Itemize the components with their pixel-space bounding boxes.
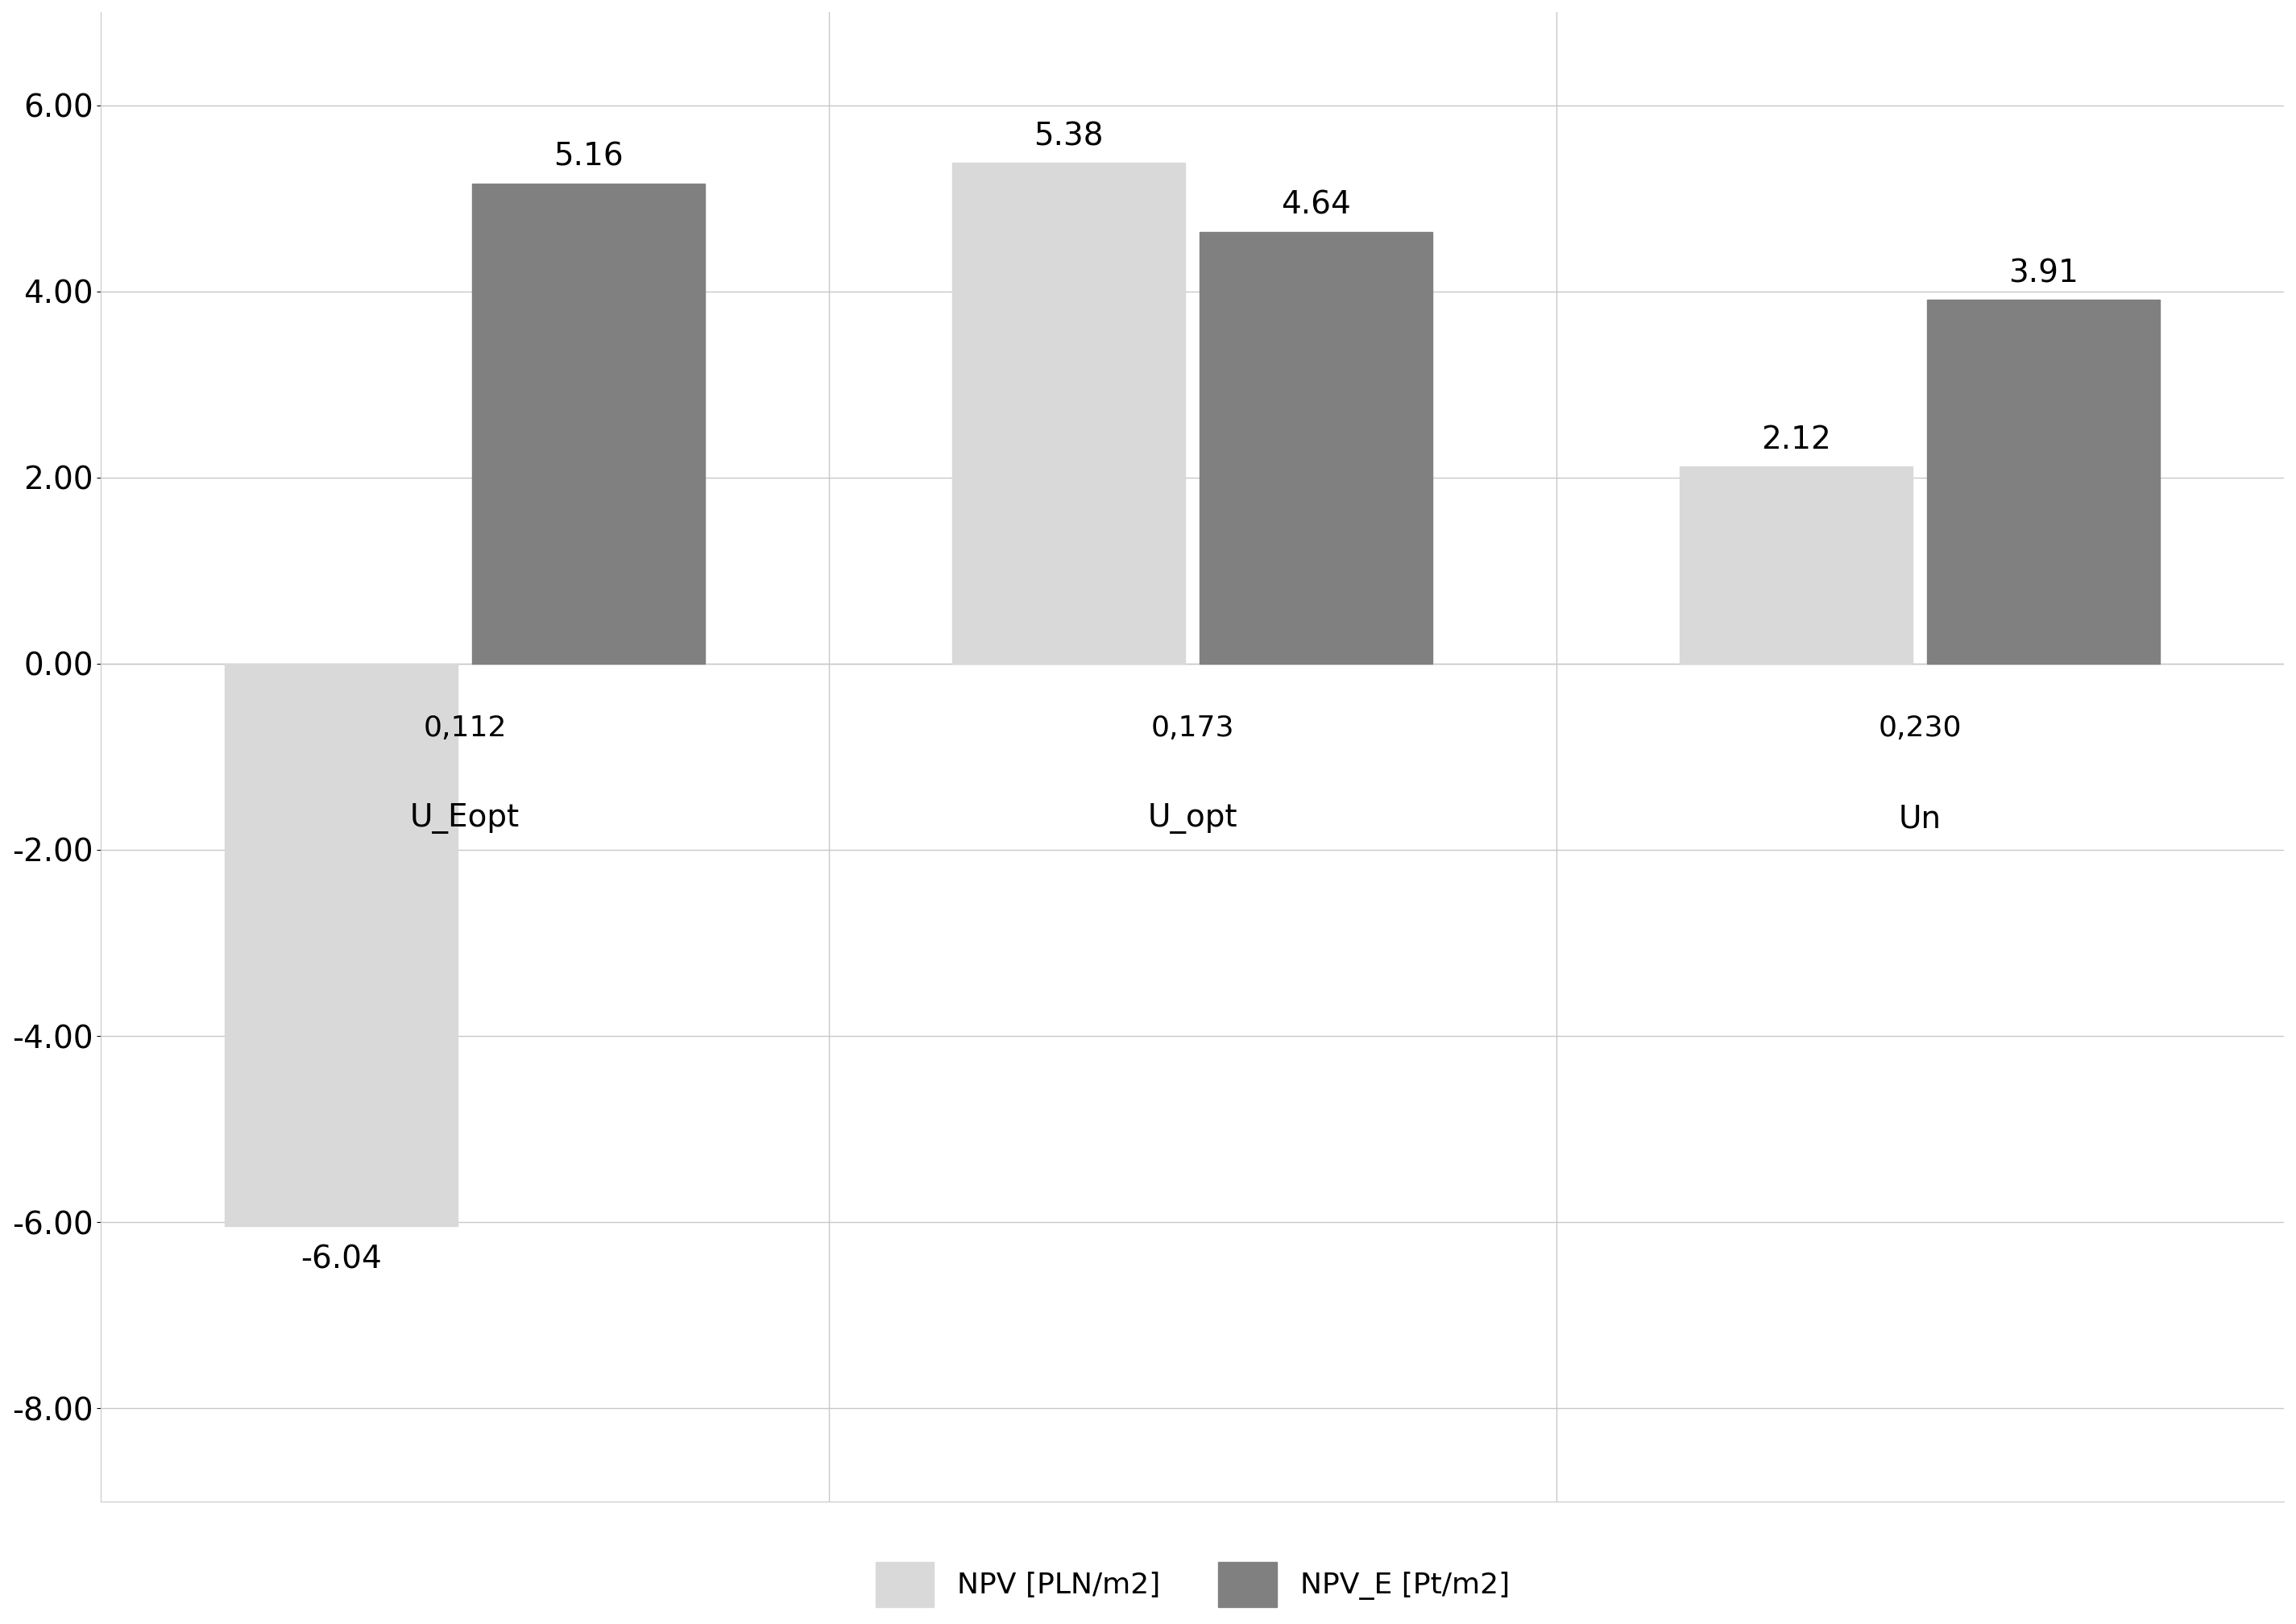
Bar <box>1926 300 2161 664</box>
Text: 2.12: 2.12 <box>1761 424 1832 455</box>
Bar <box>953 162 1185 664</box>
Bar <box>1681 466 1913 664</box>
Text: 5.38: 5.38 <box>1033 122 1104 151</box>
Text: 4.64: 4.64 <box>1281 190 1350 221</box>
Text: 0,230: 0,230 <box>1878 715 1961 742</box>
Text: -6.04: -6.04 <box>301 1244 381 1275</box>
Bar <box>225 664 457 1226</box>
Legend: NPV [PLN/m2], NPV_E [Pt/m2]: NPV [PLN/m2], NPV_E [Pt/m2] <box>847 1533 1538 1624</box>
Text: 0,112: 0,112 <box>422 715 507 742</box>
Bar <box>1201 232 1433 664</box>
Text: 0,173: 0,173 <box>1150 715 1235 742</box>
Text: Un: Un <box>1899 804 1942 833</box>
Text: 5.16: 5.16 <box>553 141 625 172</box>
Text: U_opt: U_opt <box>1148 804 1238 833</box>
Text: 3.91: 3.91 <box>2009 258 2078 289</box>
Bar <box>473 184 705 664</box>
Text: U_Eopt: U_Eopt <box>411 804 519 833</box>
